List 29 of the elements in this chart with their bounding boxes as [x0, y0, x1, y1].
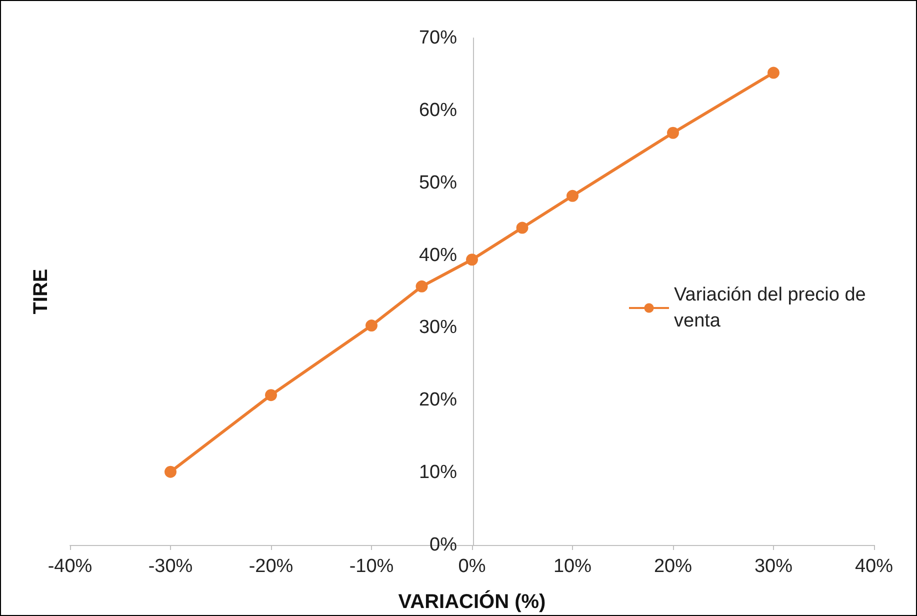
y-tick-label: 60%	[418, 100, 458, 121]
x-tick-label: -40%	[48, 556, 92, 577]
x-tick-label: -30%	[148, 556, 193, 577]
x-tick-label: 10%	[553, 556, 592, 577]
point	[667, 126, 679, 139]
y-tick-label: 30%	[418, 317, 458, 338]
x-tick-label: 20%	[654, 556, 692, 577]
point	[466, 254, 478, 266]
x-tick-label: 40%	[854, 556, 894, 577]
x-axis-title: VARIACIÓN (%)	[398, 590, 546, 613]
y-tick-label: 70%	[418, 28, 458, 48]
y-tick-label: 0%	[430, 534, 458, 556]
y-tick-label: 20%	[418, 390, 458, 411]
y-tick-label: 10%	[418, 462, 458, 484]
point	[416, 280, 428, 292]
x-tick-label: 30%	[754, 556, 793, 577]
y-tick-label: 50%	[418, 172, 458, 194]
x-tick-label: -10%	[349, 556, 394, 577]
y-axis-title: TIRE	[30, 268, 52, 314]
point	[265, 389, 277, 402]
point	[768, 66, 780, 79]
y-tick-label: 40%	[418, 244, 458, 266]
x-tick-label: -20%	[248, 556, 294, 577]
point	[516, 222, 528, 234]
legend-label: Variación del precio de venta	[674, 284, 872, 332]
x-tick-label: 0%	[458, 556, 486, 577]
point	[164, 466, 176, 478]
point	[566, 190, 578, 202]
point	[366, 320, 378, 332]
